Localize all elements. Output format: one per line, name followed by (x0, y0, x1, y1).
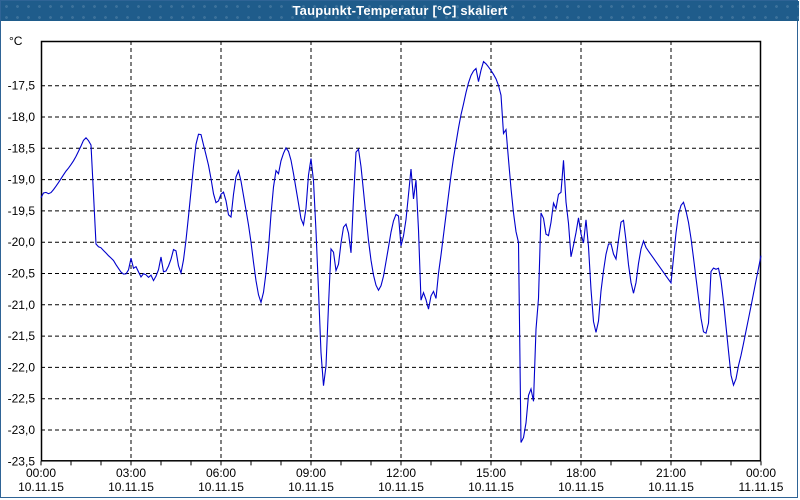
svg-text:-22,0: -22,0 (8, 360, 36, 374)
svg-text:06:00: 06:00 (206, 466, 236, 480)
svg-text:10.11.15: 10.11.15 (108, 480, 154, 494)
svg-text:10.11.15: 10.11.15 (288, 480, 334, 494)
svg-text:-21,0: -21,0 (8, 298, 36, 312)
svg-text:-20,5: -20,5 (8, 267, 36, 281)
svg-text:10.11.15: 10.11.15 (378, 480, 424, 494)
svg-text:00:00: 00:00 (746, 466, 776, 480)
svg-text:-20,0: -20,0 (8, 235, 36, 249)
svg-text:10.11.15: 10.11.15 (198, 480, 244, 494)
svg-text:-19,5: -19,5 (8, 204, 36, 218)
svg-text:10.11.15: 10.11.15 (18, 480, 64, 494)
svg-text:-23,0: -23,0 (8, 423, 36, 437)
svg-text:15:00: 15:00 (476, 466, 506, 480)
svg-text:-17,5: -17,5 (8, 79, 36, 93)
svg-text:18:00: 18:00 (566, 466, 596, 480)
svg-text:11.11.15: 11.11.15 (739, 480, 784, 494)
svg-text:12:00: 12:00 (386, 466, 416, 480)
svg-text:-22,5: -22,5 (8, 392, 36, 406)
svg-text:00:00: 00:00 (26, 466, 56, 480)
svg-text:10.11.15: 10.11.15 (558, 480, 604, 494)
svg-text:-18,0: -18,0 (8, 110, 36, 124)
svg-text:21:00: 21:00 (656, 466, 686, 480)
svg-text:09:00: 09:00 (296, 466, 326, 480)
svg-text:-21,5: -21,5 (8, 329, 36, 343)
svg-text:10.11.15: 10.11.15 (648, 480, 694, 494)
svg-text:-18,5: -18,5 (8, 141, 36, 155)
svg-text:-19,0: -19,0 (8, 173, 36, 187)
svg-text:°C: °C (9, 34, 23, 48)
svg-text:10.11.15: 10.11.15 (468, 480, 514, 494)
svg-text:03:00: 03:00 (116, 466, 146, 480)
